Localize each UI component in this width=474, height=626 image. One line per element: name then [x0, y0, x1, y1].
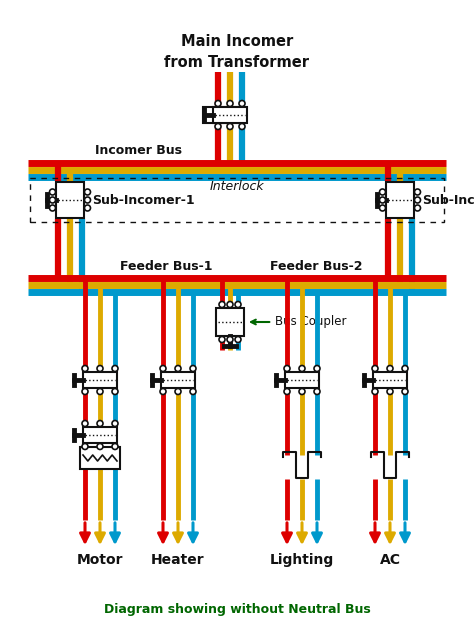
Circle shape: [314, 366, 320, 371]
Circle shape: [219, 302, 225, 307]
Circle shape: [84, 189, 91, 195]
Circle shape: [175, 389, 181, 394]
Circle shape: [235, 337, 241, 342]
Circle shape: [239, 123, 245, 130]
Circle shape: [82, 421, 88, 426]
Circle shape: [227, 337, 233, 342]
Circle shape: [84, 205, 91, 211]
Circle shape: [414, 189, 420, 195]
Circle shape: [49, 197, 55, 203]
Text: Interlock: Interlock: [210, 180, 264, 193]
Circle shape: [97, 366, 103, 371]
Circle shape: [380, 205, 385, 211]
Bar: [30, 178, 444, 222]
Circle shape: [215, 101, 221, 106]
Text: Sub-Incomer-2: Sub-Incomer-2: [422, 193, 474, 207]
Circle shape: [49, 205, 55, 211]
Circle shape: [372, 366, 378, 371]
Circle shape: [84, 197, 91, 203]
Circle shape: [239, 101, 245, 106]
Circle shape: [372, 389, 378, 394]
Circle shape: [387, 366, 393, 371]
Circle shape: [402, 366, 408, 371]
Text: AC: AC: [380, 553, 401, 567]
Bar: [386, 182, 414, 218]
Circle shape: [97, 389, 103, 394]
Circle shape: [112, 443, 118, 449]
Circle shape: [314, 389, 320, 394]
Text: Feeder Bus-1: Feeder Bus-1: [120, 260, 212, 272]
Circle shape: [82, 389, 88, 394]
Circle shape: [414, 205, 420, 211]
Circle shape: [284, 389, 290, 394]
Bar: [285, 372, 319, 388]
Circle shape: [190, 366, 196, 371]
Circle shape: [175, 366, 181, 371]
Circle shape: [402, 389, 408, 394]
Text: Diagram showing without Neutral Bus: Diagram showing without Neutral Bus: [104, 603, 370, 617]
Circle shape: [82, 443, 88, 449]
Circle shape: [380, 197, 385, 203]
Bar: [213, 107, 247, 123]
Circle shape: [299, 389, 305, 394]
Bar: [161, 372, 195, 388]
Circle shape: [112, 366, 118, 371]
Circle shape: [387, 389, 393, 394]
Text: Main Incomer
from Transformer: Main Incomer from Transformer: [164, 34, 310, 70]
Circle shape: [112, 421, 118, 426]
Circle shape: [160, 389, 166, 394]
Circle shape: [112, 389, 118, 394]
Circle shape: [227, 101, 233, 106]
Circle shape: [227, 302, 233, 307]
Circle shape: [190, 389, 196, 394]
Circle shape: [219, 337, 225, 342]
Bar: [83, 427, 117, 443]
Circle shape: [215, 123, 221, 130]
Circle shape: [380, 189, 385, 195]
Bar: [373, 372, 407, 388]
Circle shape: [414, 197, 420, 203]
Bar: [83, 372, 117, 388]
Text: Feeder Bus-2: Feeder Bus-2: [270, 260, 363, 272]
Text: Bus Coupler: Bus Coupler: [251, 316, 346, 329]
Bar: [80, 447, 120, 469]
Text: Heater: Heater: [151, 553, 205, 567]
Circle shape: [97, 443, 103, 449]
Bar: [56, 182, 84, 218]
Circle shape: [82, 366, 88, 371]
Text: Motor: Motor: [77, 553, 123, 567]
Bar: [216, 308, 244, 336]
Text: Incomer Bus: Incomer Bus: [95, 143, 182, 156]
Circle shape: [97, 421, 103, 426]
Circle shape: [227, 123, 233, 130]
Circle shape: [49, 189, 55, 195]
Circle shape: [284, 366, 290, 371]
Circle shape: [235, 302, 241, 307]
Circle shape: [299, 366, 305, 371]
Text: Lighting: Lighting: [270, 553, 334, 567]
Circle shape: [160, 366, 166, 371]
Bar: [203, 107, 237, 123]
Text: Sub-Incomer-1: Sub-Incomer-1: [92, 193, 195, 207]
